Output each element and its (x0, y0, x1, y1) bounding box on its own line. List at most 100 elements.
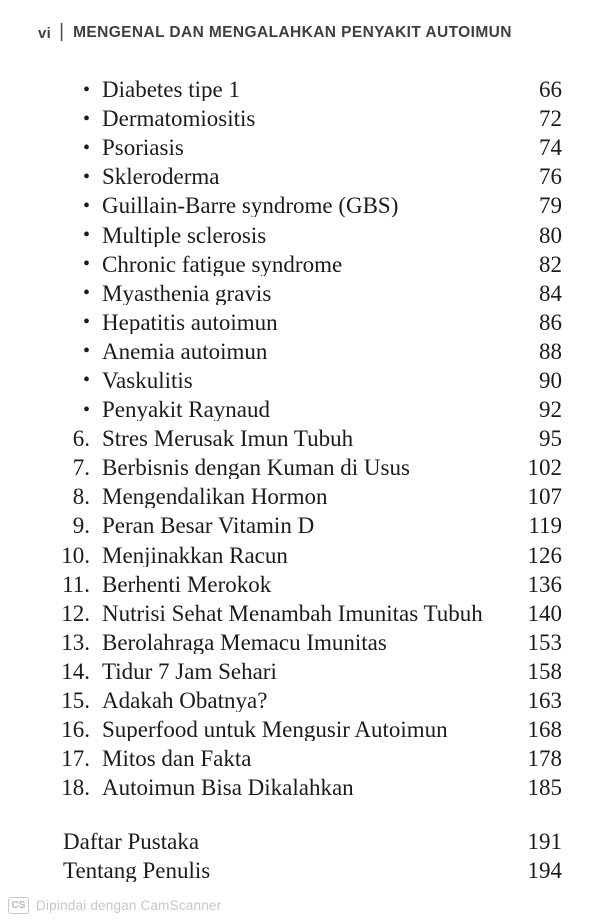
toc-row: 8. Mengendalikan Hormon 107 (40, 482, 562, 511)
toc-entry-label: Daftar Pustaka (63, 830, 200, 854)
toc-entry-label: Stres Merusak Imun Tubuh (102, 427, 354, 451)
toc-row: • Hepatitis autoimun 86 (40, 308, 562, 337)
toc-row: 18. Autoimun Bisa Dikalahkan 185 (40, 773, 562, 802)
toc-entry-label: Guillain-Barre syndrome (GBS) (102, 194, 399, 218)
toc-entry-page-number: 194 (527, 858, 563, 884)
toc-entry-label: Berhenti Merokok (102, 572, 272, 596)
toc-entry-label: Berbisnis dengan Kuman di Usus (102, 456, 410, 480)
toc-entry-label: Berolahraga Memacu Imunitas (102, 630, 387, 654)
toc-row-marker: 6. (72, 426, 90, 452)
toc-entry-label: Tentang Penulis (63, 859, 211, 883)
toc-entry-page-number: 191 (527, 829, 563, 855)
toc-row: • Psoriasis 74 (40, 133, 562, 162)
toc-row-marker: • (82, 78, 90, 101)
toc-entry-page-number: 82 (539, 251, 562, 277)
toc-row: • Myasthenia gravis 84 (40, 279, 562, 308)
toc-entry-label: Chronic fatigue syndrome (102, 252, 343, 276)
toc-entry-label: Mitos dan Fakta (102, 747, 252, 771)
toc-row: 16. Superfood untuk Mengusir Autoimun 16… (40, 715, 562, 744)
toc-entry-page-number: 153 (527, 629, 563, 655)
toc-entry-label: Autoimun Bisa Dikalahkan (102, 776, 354, 800)
toc-row-marker: • (82, 107, 90, 130)
toc-entry-label: Skleroderma (102, 165, 220, 189)
toc-entry-page-number: 126 (527, 542, 563, 568)
toc-entry-label: Myasthenia gravis (102, 281, 272, 305)
toc-row: 9. Peran Besar Vitamin D 119 (40, 511, 562, 540)
toc-entry-label: Diabetes tipe 1 (102, 78, 240, 102)
watermark-text: Dipindai dengan CamScanner (36, 898, 222, 913)
toc-entry-page-number: 92 (539, 397, 562, 423)
toc-row-marker: • (82, 165, 90, 188)
toc-entry-page-number: 119 (528, 513, 562, 539)
toc-row: Daftar Pustaka 191 (40, 827, 562, 856)
camscanner-logo-icon: CS (8, 897, 29, 914)
toc-numbered-section: 6. Stres Merusak Imun Tubuh 95 7. Berbis… (40, 424, 562, 802)
camscanner-watermark: CS Dipindai dengan CamScanner (8, 897, 221, 914)
toc-entry-label: Mengendalikan Hormon (102, 485, 328, 509)
running-header: vi | MENGENAL DAN MENGALAHKAN PENYAKIT A… (38, 21, 580, 44)
toc-entry-page-number: 102 (527, 455, 563, 481)
toc-row-marker: 12. (61, 600, 90, 626)
toc-row: 6. Stres Merusak Imun Tubuh 95 (40, 424, 562, 453)
toc-row: 11. Berhenti Merokok 136 (40, 570, 562, 599)
toc-row-marker: 16. (61, 717, 90, 743)
toc-entry-page-number: 84 (539, 280, 562, 306)
toc-row: • Skleroderma 76 (40, 162, 562, 191)
toc-row-marker: • (82, 224, 90, 247)
toc-row: 14. Tidur 7 Jam Sehari 158 (40, 657, 562, 686)
toc-entry-label: Psoriasis (102, 136, 184, 160)
toc-entry-label: Penyakit Raynaud (102, 398, 270, 422)
toc-row: 15. Adakah Obatnya? 163 (40, 686, 562, 715)
toc-row-marker: • (82, 194, 90, 217)
toc-entry-label: Superfood untuk Mengusir Autoimun (102, 718, 448, 742)
toc-row-marker: • (82, 369, 90, 392)
toc-entry-page-number: 80 (539, 222, 562, 248)
toc-row-marker: 18. (61, 775, 90, 801)
toc-row: Tentang Penulis 194 (40, 856, 562, 885)
toc-entry-page-number: 107 (527, 484, 563, 510)
toc-row-marker: • (82, 340, 90, 363)
toc-row: 12. Nutrisi Sehat Menambah Imunitas Tubu… (40, 599, 562, 628)
toc-entry-page-number: 72 (539, 106, 562, 132)
toc-entry-page-number: 168 (527, 717, 563, 743)
toc-entry-page-number: 74 (539, 135, 562, 161)
toc-row-marker: 11. (62, 571, 90, 597)
toc-row: • Penyakit Raynaud 92 (40, 395, 562, 424)
toc-entry-label: Hepatitis autoimun (102, 310, 278, 334)
toc-row: • Anemia autoimun 88 (40, 337, 562, 366)
toc-entry-page-number: 88 (539, 338, 562, 364)
toc-entry-page-number: 163 (527, 688, 563, 714)
toc-entry-page-number: 158 (527, 658, 563, 684)
toc-row: 13. Berolahraga Memacu Imunitas 153 (40, 628, 562, 657)
toc-row-marker: 9. (72, 513, 90, 539)
toc-row: • Diabetes tipe 1 66 (40, 75, 562, 104)
toc-row: • Dermatomiositis 72 (40, 104, 562, 133)
toc-row: 7. Berbisnis dengan Kuman di Usus 102 (40, 453, 562, 482)
toc-entry-label: Menjinakkan Racun (102, 543, 288, 567)
toc-entry-label: Multiple sclerosis (102, 223, 267, 247)
toc-entry-label: Dermatomiositis (102, 107, 256, 131)
toc-entry-page-number: 86 (539, 309, 562, 335)
toc-entry-page-number: 185 (527, 775, 563, 801)
toc-row: • Multiple sclerosis 80 (40, 220, 562, 249)
toc-entry-page-number: 90 (539, 367, 562, 393)
toc-row-marker: 13. (61, 629, 90, 655)
toc-row-marker: 17. (61, 746, 90, 772)
toc-row-marker: • (82, 282, 90, 305)
toc-entry-page-number: 79 (539, 193, 562, 219)
toc-entry-page-number: 76 (539, 164, 562, 190)
toc-entry-page-number: 136 (527, 571, 563, 597)
toc-row: • Vaskulitis 90 (40, 366, 562, 395)
folio-page-number: vi (38, 24, 52, 42)
toc-entry-page-number: 95 (539, 426, 562, 452)
toc-backmatter-section: Daftar Pustaka 191 Tentang Penulis 194 (40, 827, 562, 885)
toc-row-marker: • (82, 253, 90, 276)
table-of-contents: • Diabetes tipe 1 66 • Dermatomiositis 7… (0, 75, 600, 886)
header-divider: | (59, 21, 65, 42)
toc-row-marker: 14. (61, 658, 90, 684)
toc-row: • Guillain-Barre syndrome (GBS) 79 (40, 191, 562, 220)
toc-row: 17. Mitos dan Fakta 178 (40, 744, 562, 773)
toc-row-marker: • (82, 398, 90, 421)
toc-entry-label: Anemia autoimun (102, 339, 268, 363)
